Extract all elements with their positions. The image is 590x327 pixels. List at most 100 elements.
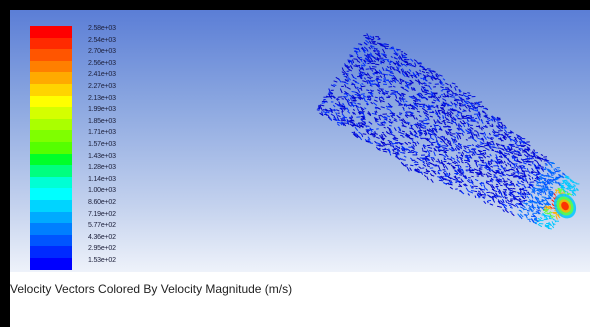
velocity-vector [459, 127, 464, 132]
velocity-vector [373, 60, 377, 63]
velocity-vector [543, 168, 547, 171]
velocity-vector [427, 139, 432, 143]
velocity-vector [465, 154, 470, 159]
velocity-vector [446, 125, 451, 128]
velocity-vector [354, 126, 359, 132]
velocity-vector [496, 205, 502, 208]
velocity-vector [456, 169, 462, 173]
velocity-vector [520, 172, 524, 175]
velocity-vector [414, 168, 418, 171]
velocity-vector [508, 136, 512, 142]
velocity-vector [388, 63, 392, 66]
velocity-vector [571, 185, 574, 189]
velocity-vector [478, 156, 482, 160]
velocity-vector [481, 188, 486, 191]
velocity-vector [321, 102, 325, 104]
velocity-vector [528, 199, 532, 202]
velocity-vector-plot[interactable] [10, 10, 590, 272]
velocity-vector [378, 148, 381, 150]
velocity-vector [378, 116, 381, 121]
velocity-vector [522, 166, 526, 170]
velocity-vector [386, 59, 390, 62]
velocity-vector [539, 216, 543, 220]
velocity-vector [371, 112, 376, 115]
velocity-vector [356, 123, 359, 127]
velocity-vector [342, 122, 347, 127]
velocity-vector [369, 76, 373, 79]
velocity-vector [468, 148, 471, 152]
velocity-vector [376, 106, 381, 110]
velocity-vector [388, 148, 391, 153]
velocity-vector [469, 128, 472, 131]
velocity-vector [531, 155, 534, 160]
velocity-vector [427, 85, 431, 87]
velocity-vector [443, 145, 448, 147]
velocity-vector [359, 72, 363, 76]
velocity-vector [557, 174, 562, 178]
velocity-vector [454, 121, 458, 127]
velocity-vector [452, 166, 455, 170]
velocity-vector [335, 98, 339, 101]
velocity-vector [410, 124, 413, 129]
velocity-vector [470, 102, 474, 105]
velocity-vector [367, 111, 372, 116]
velocity-vector [523, 208, 528, 211]
velocity-vector [503, 152, 509, 155]
velocity-vector [444, 113, 447, 117]
velocity-vector [523, 185, 527, 189]
velocity-vector [461, 132, 464, 136]
velocity-vector [425, 159, 428, 163]
velocity-vector [474, 195, 477, 199]
velocity-vector [354, 50, 358, 53]
legend-tick-label: 1.14e+03 [88, 175, 116, 183]
velocity-vector [521, 165, 525, 167]
velocity-vector [478, 124, 481, 129]
velocity-vector [572, 189, 576, 192]
graphics-viewport[interactable]: 2.58e+03 2.54e+03 2.70e+03 2.56e+03 2.41e+03… [10, 10, 590, 272]
velocity-vector [500, 121, 504, 127]
velocity-vector [339, 88, 343, 94]
legend-swatch [30, 118, 72, 131]
velocity-vector [430, 156, 435, 159]
velocity-vector [503, 124, 507, 127]
velocity-vector [395, 48, 399, 52]
velocity-vector [520, 180, 524, 184]
velocity-vector [510, 187, 514, 190]
velocity-vector [344, 107, 348, 110]
velocity-vector [361, 67, 364, 70]
velocity-vector [491, 198, 496, 203]
velocity-vector [522, 202, 527, 205]
velocity-vector [472, 152, 476, 156]
velocity-vector [392, 93, 397, 96]
velocity-vector [516, 167, 520, 173]
velocity-vector [553, 193, 556, 196]
velocity-vector [412, 87, 416, 89]
legend-tick-label: 4.36e+02 [88, 233, 116, 241]
velocity-vector [537, 177, 541, 182]
velocity-vector [410, 58, 414, 62]
velocity-vector [499, 196, 502, 198]
velocity-vector [372, 36, 375, 40]
velocity-vector [453, 138, 456, 143]
velocity-vector [539, 189, 542, 191]
velocity-vector [436, 99, 441, 103]
velocity-vector [420, 77, 423, 80]
velocity-vector [486, 136, 490, 140]
velocity-vector [345, 72, 349, 77]
velocity-vector [516, 150, 521, 153]
velocity-vector [317, 107, 321, 110]
velocity-vector [516, 202, 521, 206]
velocity-vector [337, 104, 342, 108]
velocity-vector [431, 74, 436, 79]
velocity-vector [328, 95, 333, 98]
velocity-vector [493, 195, 498, 199]
velocity-vector [431, 76, 435, 78]
velocity-vector [367, 128, 372, 131]
velocity-vector [478, 117, 481, 121]
velocity-vector [341, 113, 346, 118]
velocity-vector [536, 166, 541, 169]
velocity-vector [440, 86, 444, 89]
velocity-vector [498, 150, 503, 154]
velocity-vector [351, 82, 356, 86]
velocity-vector [402, 132, 405, 135]
